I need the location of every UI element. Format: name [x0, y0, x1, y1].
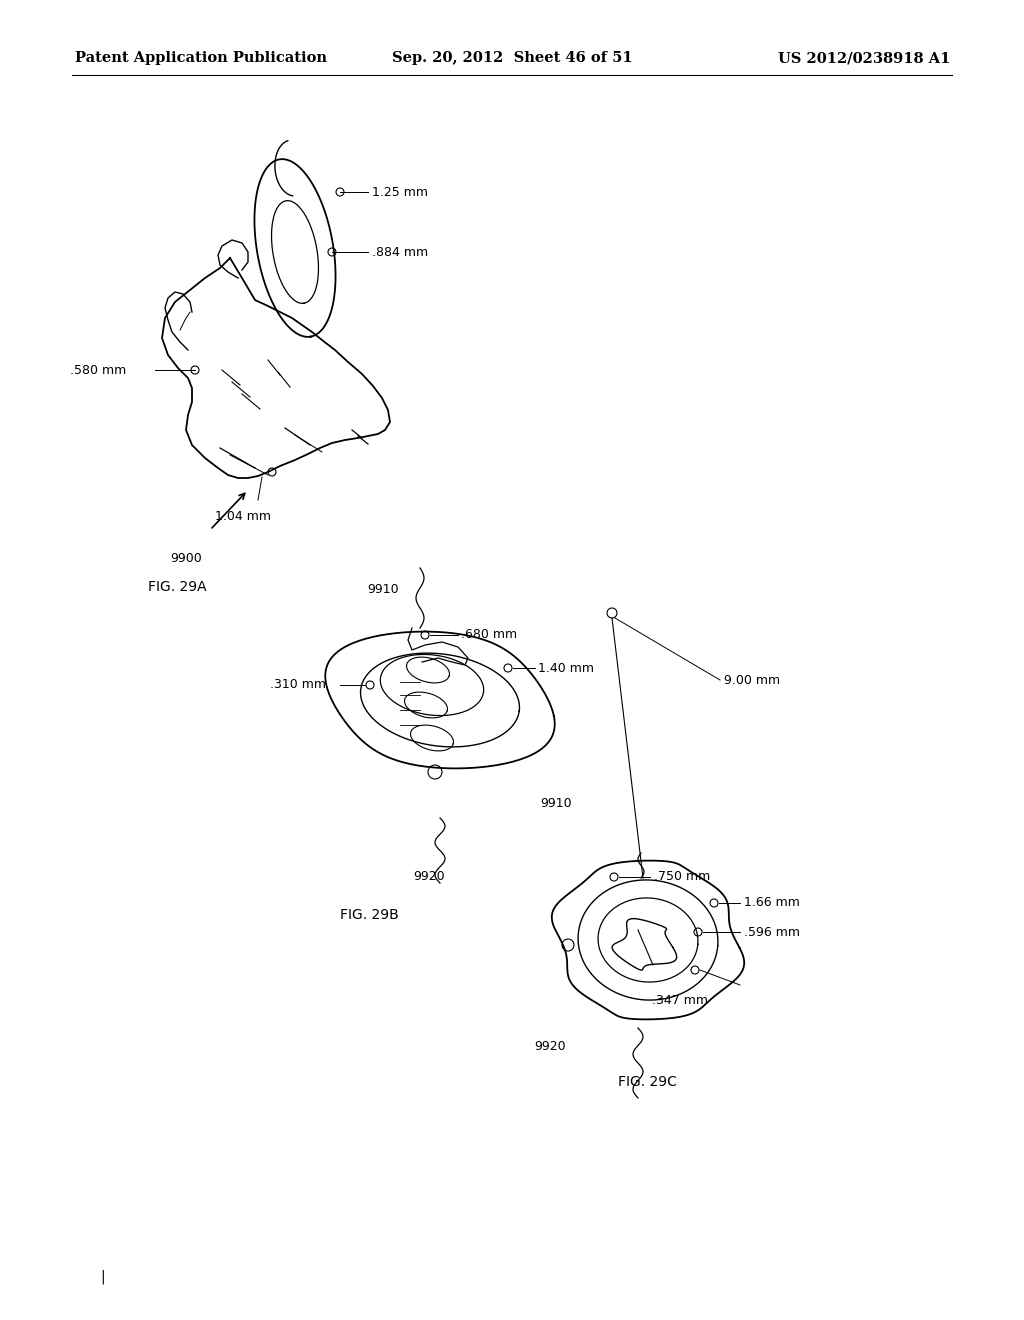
Text: 9.00 mm: 9.00 mm — [724, 673, 780, 686]
Text: FIG. 29C: FIG. 29C — [618, 1074, 677, 1089]
Text: .750 mm: .750 mm — [654, 870, 711, 883]
Text: .347 mm: .347 mm — [652, 994, 708, 1006]
Text: FIG. 29A: FIG. 29A — [148, 579, 207, 594]
Text: 1.04 mm: 1.04 mm — [215, 510, 271, 523]
Text: Sep. 20, 2012  Sheet 46 of 51: Sep. 20, 2012 Sheet 46 of 51 — [392, 51, 632, 65]
Text: 1.25 mm: 1.25 mm — [372, 186, 428, 198]
Text: 1.40 mm: 1.40 mm — [538, 661, 594, 675]
Text: .596 mm: .596 mm — [744, 925, 800, 939]
Text: .680 mm: .680 mm — [461, 628, 517, 642]
Text: 1.66 mm: 1.66 mm — [744, 896, 800, 909]
Text: .580 mm: .580 mm — [70, 363, 126, 376]
Text: |: | — [100, 1270, 104, 1284]
Text: 9910: 9910 — [367, 583, 398, 597]
Text: FIG. 29B: FIG. 29B — [340, 908, 398, 921]
Text: .884 mm: .884 mm — [372, 246, 428, 259]
Text: 9910: 9910 — [540, 797, 571, 810]
Text: 9920: 9920 — [413, 870, 444, 883]
Text: 9920: 9920 — [534, 1040, 565, 1053]
Text: .310 mm: .310 mm — [270, 678, 326, 692]
Text: Patent Application Publication: Patent Application Publication — [75, 51, 327, 65]
Text: 9900: 9900 — [170, 552, 202, 565]
Text: US 2012/0238918 A1: US 2012/0238918 A1 — [777, 51, 950, 65]
